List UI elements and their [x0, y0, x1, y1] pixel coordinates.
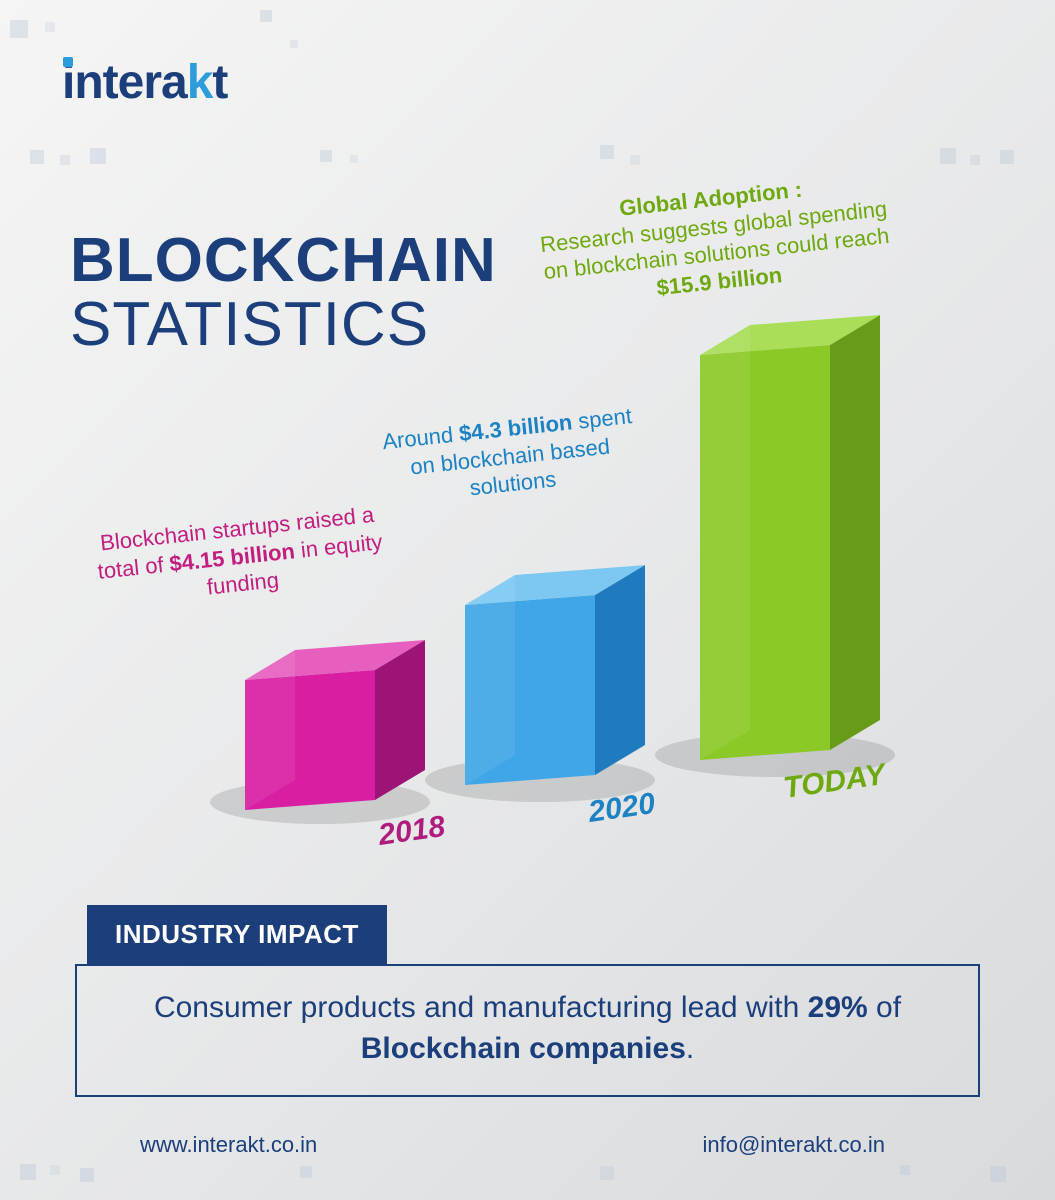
- industry-impact-section: INDUSTRY IMPACT Consumer products and ma…: [75, 905, 980, 1097]
- logo-text: interakt: [62, 56, 227, 109]
- bar-chart-3d: Blockchain startups raised a total of $4…: [0, 180, 1055, 860]
- bar-today: TODAY: [700, 315, 890, 805]
- bars-svg: 2018 2020 TODAY: [160, 280, 980, 860]
- footer: www.interakt.co.in info@interakt.co.in: [0, 1132, 1055, 1158]
- logo-dot-icon: [63, 57, 73, 67]
- impact-box: Consumer products and manufacturing lead…: [75, 964, 980, 1097]
- impact-tab-label: INDUSTRY IMPACT: [87, 905, 387, 964]
- footer-website: www.interakt.co.in: [140, 1132, 317, 1158]
- brand-logo: interakt: [62, 55, 227, 110]
- footer-email: info@interakt.co.in: [702, 1132, 885, 1158]
